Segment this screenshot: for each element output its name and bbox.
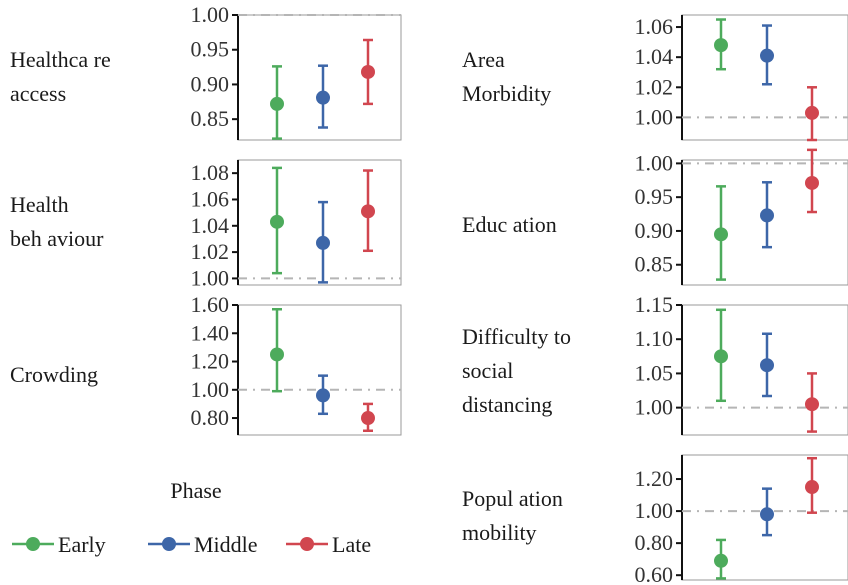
facet-label: Morbidity [462,81,551,106]
y-tick-label: 0.95 [191,37,230,62]
y-tick-label: 1.04 [635,44,674,69]
y-tick-label: 0.80 [635,530,674,555]
facet-label: distancing [462,392,552,417]
point-estimate-late [805,480,819,495]
point-estimate-late [361,411,375,426]
point-estimate-early [714,227,728,242]
point-estimate-late [805,105,819,120]
facet-label: mobility [462,520,537,545]
y-tick-label: 1.60 [191,292,230,317]
y-tick-label: 1.00 [191,265,230,290]
y-tick-label: 1.06 [191,186,230,211]
y-tick-label: 0.80 [191,405,230,430]
facet-label: Educ ation [462,212,557,237]
point-estimate-middle [316,235,330,250]
legend-marker [26,537,40,551]
point-estimate-early [714,349,728,364]
point-estimate-early [270,214,284,229]
point-estimate-late [361,204,375,219]
legend-label: Early [58,532,106,557]
y-tick-label: 1.00 [635,150,674,175]
facet-panel: 0.85 0.90 0.95 1.00 Healthca re access [10,2,402,141]
panel-frame [237,14,402,141]
point-estimate-middle [316,90,330,105]
point-estimate-late [805,397,819,412]
y-tick-label: 1.08 [191,160,230,185]
point-estimate-late [361,64,375,79]
facet-label: beh aviour [10,226,104,251]
panel-frame [681,159,848,286]
y-tick-label: 1.00 [191,2,230,27]
facet-label: Difficulty to [462,324,571,349]
facet-panel: 0.80 1.00 1.20 1.40 1.60 Crowding [10,292,402,436]
y-tick-label: 0.90 [635,218,674,243]
point-estimate-middle [760,358,774,373]
y-tick-label: 1.04 [191,213,230,238]
legend-marker [300,537,314,551]
y-tick-label: 0.95 [635,184,674,209]
legend-title: Phase [170,478,221,503]
facet-label: Healthca re [10,47,111,72]
y-tick-label: 0.85 [191,106,230,131]
legend-entry-late: Late [286,532,371,557]
point-estimate-early [714,38,728,53]
point-estimate-middle [760,48,774,63]
facet-label: Popul ation [462,486,563,511]
legend-label: Middle [194,532,258,557]
facet-label: social [462,358,513,383]
facet-label: access [10,81,66,106]
legend-label: Late [332,532,371,557]
y-tick-label: 1.06 [635,14,674,39]
panel-frame [237,159,402,286]
facet-label: Crowding [10,362,98,387]
y-tick-label: 1.00 [635,104,674,129]
legend-marker [162,537,176,551]
y-tick-label: 1.02 [191,239,230,264]
facet-label: Health [10,192,69,217]
legend: Phase Early Middle Late [12,478,371,557]
point-estimate-late [805,175,819,190]
legend-entry-early: Early [12,532,106,557]
panel-frame [681,14,848,141]
y-tick-label: 1.00 [635,498,674,523]
y-tick-label: 1.20 [191,349,230,374]
facet-panel: 0.60 0.80 1.00 1.20 Popul ation mobility [462,454,848,585]
y-tick-label: 0.85 [635,252,674,277]
y-tick-label: 1.20 [635,466,674,491]
y-tick-label: 0.90 [191,71,230,96]
y-tick-label: 1.02 [635,74,674,99]
y-tick-label: 1.00 [191,377,230,402]
point-estimate-early [270,347,284,362]
facet-panel: 0.85 0.90 0.95 1.00 Educ ation [462,148,848,286]
facet-label: Area [462,47,505,72]
facet-panel: 1.00 1.02 1.04 1.06 Area Morbidity [462,14,848,142]
point-estimate-middle [760,208,774,223]
y-tick-label: 1.15 [635,292,674,317]
point-estimate-early [714,553,728,568]
y-tick-label: 1.40 [191,320,230,345]
legend-entry-middle: Middle [148,532,258,557]
facet-panel: 1.00 1.05 1.10 1.15 Difficulty to social dista… [462,292,848,436]
y-tick-label: 1.00 [635,395,674,420]
point-estimate-middle [760,507,774,522]
y-tick-label: 0.60 [635,562,674,585]
panel-frame [237,304,402,436]
y-tick-label: 1.10 [635,326,674,351]
y-tick-label: 1.05 [635,360,674,385]
point-estimate-middle [316,388,330,403]
point-estimate-early [270,96,284,111]
facet-panel: 1.001.021.041.061.08 Health beh aviour [10,159,402,290]
